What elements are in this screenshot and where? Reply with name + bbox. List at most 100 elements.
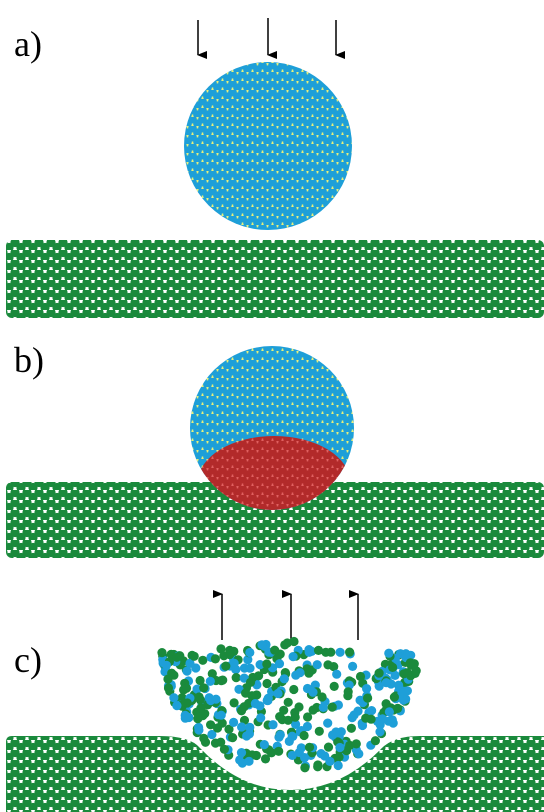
atom (262, 659, 271, 668)
atom (319, 703, 328, 712)
atom (237, 722, 246, 731)
atom (335, 743, 344, 752)
atom (267, 748, 276, 757)
atom (345, 648, 354, 657)
figure: a) b) c) (0, 0, 544, 812)
atom (305, 743, 314, 752)
atom (378, 714, 387, 723)
atom (284, 698, 293, 707)
atom (300, 731, 309, 740)
atom (303, 712, 312, 721)
atom (198, 656, 207, 665)
atom (347, 724, 356, 733)
atom (323, 660, 332, 669)
atom (406, 658, 415, 667)
atom (363, 694, 372, 703)
atom (291, 671, 300, 680)
atom (334, 753, 343, 762)
atom (230, 698, 239, 707)
atom (194, 725, 203, 734)
atom (330, 682, 339, 691)
atom (184, 713, 193, 722)
arrows-down (198, 18, 336, 55)
atom (220, 745, 229, 754)
atom (183, 698, 192, 707)
atom (273, 689, 282, 698)
atom (228, 733, 237, 742)
atom (317, 749, 326, 758)
atom (211, 695, 220, 704)
atom (334, 761, 343, 770)
atom (262, 679, 271, 688)
atom (237, 748, 246, 757)
atom (389, 719, 398, 728)
atom (336, 648, 345, 657)
atom (230, 659, 239, 668)
atom (257, 640, 266, 649)
atom (399, 669, 408, 678)
atom (232, 673, 241, 682)
atom (193, 714, 202, 723)
atom (163, 675, 172, 684)
atom (315, 727, 324, 736)
atom (221, 662, 230, 671)
panel-label: a) (14, 24, 42, 64)
atom (304, 669, 313, 678)
atom (393, 704, 402, 713)
atom (285, 737, 294, 746)
atom (318, 692, 327, 701)
atom (345, 741, 354, 750)
atom (213, 723, 222, 732)
atom (289, 685, 298, 694)
atom (229, 718, 238, 727)
atom (246, 678, 255, 687)
atom (382, 678, 391, 687)
atom (241, 689, 250, 698)
atom (260, 740, 269, 749)
atom (206, 677, 215, 686)
atom (219, 651, 228, 660)
atom (218, 676, 227, 685)
atom (164, 683, 173, 692)
atom (367, 715, 376, 724)
atom (354, 749, 363, 758)
substrate (6, 240, 544, 318)
atom (294, 702, 303, 711)
atom (264, 694, 273, 703)
atom (237, 706, 246, 715)
atom (199, 683, 208, 692)
atom (300, 763, 309, 772)
atom (328, 730, 337, 739)
atom (375, 669, 384, 678)
atom (217, 711, 226, 720)
atom (314, 646, 323, 655)
atom (256, 713, 265, 722)
atom (356, 672, 365, 681)
atom (172, 653, 181, 662)
atom (268, 720, 277, 729)
atom (283, 638, 292, 647)
atom (244, 757, 253, 766)
atom (157, 648, 166, 657)
atom (251, 699, 260, 708)
atom (348, 662, 357, 671)
atom (308, 688, 317, 697)
atom (313, 760, 322, 769)
atom (390, 693, 399, 702)
atom (313, 660, 322, 669)
atom (343, 691, 352, 700)
atom (201, 738, 210, 747)
atom (245, 723, 254, 732)
atom (323, 719, 332, 728)
atom (385, 707, 394, 716)
atom (245, 664, 254, 673)
atom (276, 730, 285, 739)
atom (162, 661, 171, 670)
atom (324, 743, 333, 752)
atom (332, 670, 341, 679)
atom (384, 649, 393, 658)
atom (280, 674, 289, 683)
atom (350, 710, 359, 719)
atom (211, 654, 220, 663)
atom (172, 701, 181, 710)
